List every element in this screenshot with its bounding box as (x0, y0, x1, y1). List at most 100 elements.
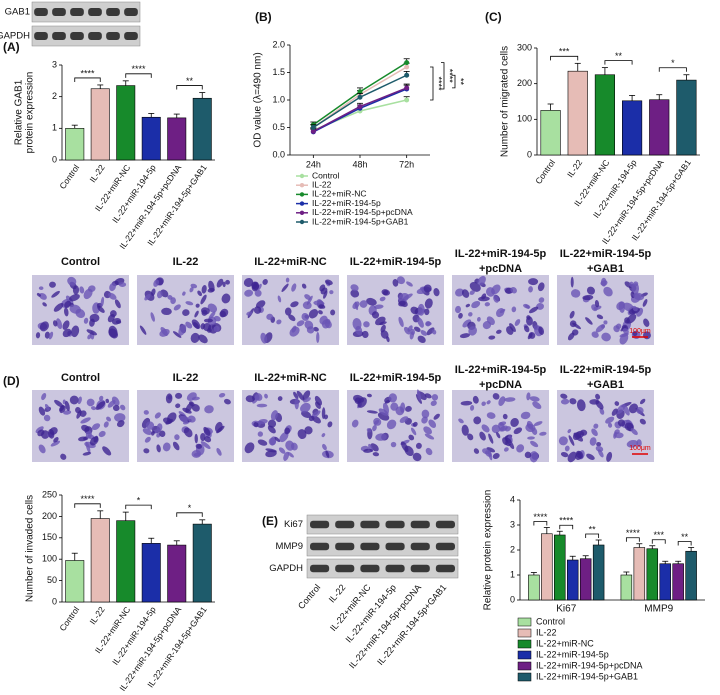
y-tick-label: 100 (42, 554, 57, 564)
cell (426, 327, 435, 336)
bar (65, 560, 85, 603)
y-tick-label: 0.0 (272, 149, 285, 159)
cell (509, 323, 516, 332)
cell (64, 400, 70, 412)
cell (469, 290, 475, 295)
cell (629, 281, 634, 288)
legend-swatch (517, 639, 532, 649)
blot-band (385, 542, 405, 551)
cell (102, 446, 112, 456)
y-axis-label: OD value (λ=490 nm) (253, 52, 264, 147)
cell (613, 432, 624, 439)
cell (69, 304, 81, 314)
cell (244, 289, 254, 297)
bar (192, 97, 212, 161)
bar (167, 117, 187, 161)
legend-marker (299, 183, 305, 188)
significance-label: **** (434, 76, 444, 91)
cell (421, 409, 430, 419)
cell (194, 310, 199, 318)
x-tick-label: IL-22 (565, 157, 584, 179)
cell (491, 424, 501, 434)
cell (530, 440, 539, 448)
cell (313, 326, 319, 332)
cell (633, 292, 645, 301)
cell (398, 300, 406, 307)
series-marker (357, 94, 363, 100)
cell (486, 412, 496, 419)
cell (64, 300, 72, 309)
y-tick-label: 1.0 (272, 94, 285, 104)
cell (468, 312, 473, 317)
bar (633, 547, 646, 601)
cell (85, 430, 92, 439)
cell (366, 428, 372, 433)
bar (192, 523, 212, 603)
cell (195, 443, 202, 449)
cell (410, 427, 417, 436)
cell (593, 423, 599, 429)
blot-band (106, 8, 120, 16)
cell (189, 286, 194, 293)
cell (173, 304, 181, 311)
cell (62, 328, 72, 338)
cell (48, 331, 54, 340)
cell (607, 422, 613, 428)
cell (256, 403, 268, 408)
cell (403, 326, 411, 335)
cell (526, 420, 534, 429)
cell (62, 320, 70, 330)
cell (560, 393, 568, 399)
significance-bracket (559, 524, 574, 530)
cell (109, 282, 116, 292)
cell (107, 400, 116, 408)
cell (294, 397, 299, 410)
cell (301, 312, 310, 321)
cell (139, 325, 147, 335)
significance-label: **** (559, 516, 574, 526)
blot-row-label: GAB1 (5, 7, 30, 18)
cell (538, 326, 545, 335)
blot-row-label: MMP9 (276, 541, 303, 552)
y-tick-label: 1.5 (272, 67, 285, 77)
cell (617, 419, 626, 427)
cell (582, 294, 594, 301)
blot-band (34, 8, 48, 16)
cell (87, 334, 92, 340)
cell (254, 289, 262, 297)
cell (323, 290, 328, 299)
cell (375, 433, 387, 441)
cell (270, 410, 279, 421)
y-tick-label: 1 (510, 569, 515, 579)
cell (293, 391, 299, 400)
cell (527, 332, 533, 340)
cell (455, 288, 464, 297)
cell (43, 414, 51, 422)
cell (201, 284, 207, 294)
bar (592, 544, 605, 601)
significance-bracket (651, 539, 666, 544)
cell (600, 280, 608, 286)
cell (526, 392, 531, 401)
cell (502, 437, 509, 446)
blot-strip (31, 25, 141, 47)
cell (589, 399, 600, 405)
panel-label: (B) (255, 10, 272, 24)
blot-band (310, 520, 330, 529)
cell (486, 316, 495, 325)
cell (116, 420, 125, 428)
cell (595, 393, 601, 400)
cell (605, 416, 615, 424)
cell (190, 332, 200, 343)
significance-bracket (625, 537, 640, 542)
bar (141, 543, 161, 603)
cell (118, 282, 127, 287)
series-marker (404, 72, 410, 78)
cell (144, 293, 151, 301)
blot-strip (31, 1, 141, 23)
bar (566, 559, 579, 601)
cell (417, 317, 424, 328)
cell (150, 312, 155, 322)
cell (197, 290, 203, 297)
cell (36, 292, 41, 297)
